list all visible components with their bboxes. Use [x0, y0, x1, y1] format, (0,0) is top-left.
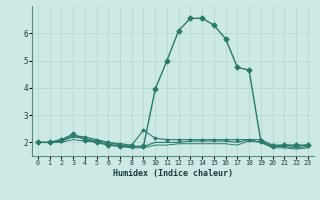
X-axis label: Humidex (Indice chaleur): Humidex (Indice chaleur) [113, 169, 233, 178]
